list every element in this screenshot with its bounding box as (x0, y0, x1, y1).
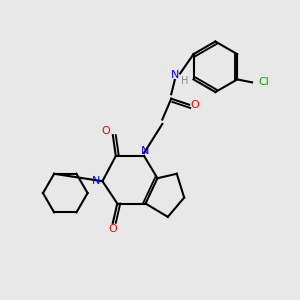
Text: N: N (92, 176, 100, 186)
Text: N: N (171, 70, 179, 80)
Text: O: O (109, 224, 117, 234)
Text: N: N (141, 146, 150, 157)
Text: H: H (182, 76, 189, 86)
Text: O: O (101, 126, 110, 136)
Text: O: O (190, 100, 199, 110)
Text: Cl: Cl (259, 77, 269, 87)
